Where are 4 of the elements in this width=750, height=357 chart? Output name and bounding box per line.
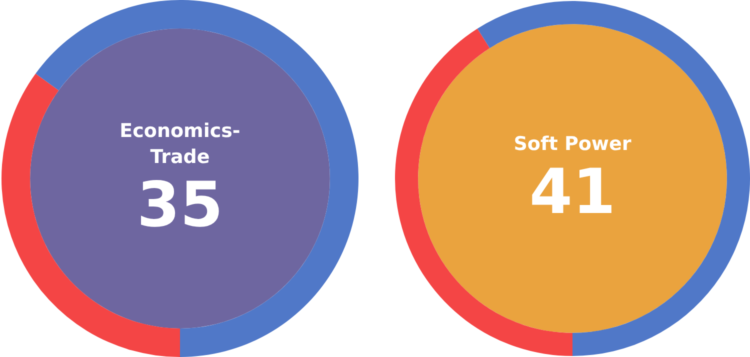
data-label: 41	[529, 154, 616, 228]
text: Soft Power	[512, 132, 632, 156]
data-label: 35	[136, 168, 224, 240]
text: Economics-Trade	[118, 118, 242, 170]
